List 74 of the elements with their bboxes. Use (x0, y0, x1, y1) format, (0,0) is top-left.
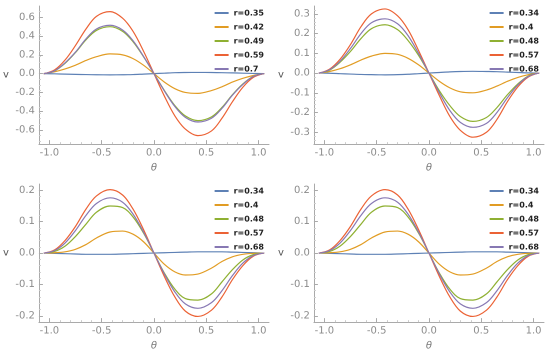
x-tick-label: -0.5 (92, 148, 112, 159)
line-series (318, 52, 540, 94)
y-tick-label: -0.2 (15, 310, 35, 322)
y-tick-label: 0.1 (294, 48, 310, 59)
x-axis-title: θ (426, 162, 432, 174)
y-tick-label: 0.2 (19, 184, 35, 196)
y-tick-label: 0.0 (19, 248, 35, 259)
y-tick-label: 0.1 (19, 216, 35, 228)
legend-label: r=0.48 (508, 36, 540, 46)
legend-label: r=0.68 (234, 242, 264, 252)
x-tick-label: 1.0 (250, 148, 266, 159)
y-tick-label: -0.2 (15, 86, 35, 98)
y-tick-label: -0.1 (15, 278, 35, 290)
x-tick-label: 1.0 (526, 148, 542, 159)
x-tick-label: -0.5 (366, 148, 386, 159)
x-axis-title: θ (150, 162, 158, 174)
y-axis-title: v (2, 248, 9, 259)
line-series (44, 11, 264, 136)
legend-label: r=0.34 (508, 8, 540, 18)
y-tick-label: 0.0 (19, 68, 35, 80)
legend-label: r=0.34 (234, 186, 264, 196)
x-tick-label: 0.5 (198, 326, 214, 337)
y-tick-label: -0.6 (15, 124, 35, 136)
x-tick-label: -1.0 (40, 326, 60, 337)
y-tick-label: 0.6 (19, 12, 35, 23)
y-axis-title: v (278, 70, 284, 81)
y-tick-label: 0.0 (294, 248, 310, 259)
legend-label: r=0.59 (234, 50, 264, 60)
x-tick-label: 0.0 (421, 148, 437, 159)
y-tick-label: 0.2 (294, 184, 310, 196)
legend-label: r=0.68 (508, 64, 540, 74)
x-tick-label: 0.0 (421, 326, 437, 337)
x-tick-label: -1.0 (314, 326, 334, 337)
x-tick-label: -1.0 (314, 148, 334, 159)
x-tick-label: 0.5 (473, 326, 490, 337)
legend-label: r=0.48 (234, 214, 264, 224)
y-tick-label: 0.4 (19, 30, 35, 42)
y-tick-label: -0.2 (290, 310, 310, 322)
legend-label: r=0.42 (234, 22, 264, 32)
y-axis-title: v (278, 248, 284, 259)
legend-label: r=0.57 (508, 50, 540, 60)
y-tick-label: -0.1 (290, 278, 310, 290)
legend-label: r=0.57 (234, 228, 264, 238)
legend-label: r=0.57 (508, 228, 540, 238)
legend-label: r=0.49 (234, 36, 264, 46)
legend-label: r=0.34 (508, 186, 540, 196)
legend-label: r=0.4 (508, 22, 534, 32)
x-tick-label: 1.0 (250, 326, 266, 337)
x-tick-label: 0.0 (146, 148, 162, 159)
legend-label: r=0.35 (234, 8, 264, 18)
x-axis-title: θ (150, 340, 158, 352)
y-axis-title: v (2, 70, 9, 81)
y-tick-label: 0.0 (294, 68, 310, 79)
y-tick-label: -0.3 (290, 126, 310, 138)
x-tick-label: 0.5 (473, 148, 490, 159)
legend-label: r=0.48 (508, 214, 540, 224)
legend-label: r=0.7 (234, 64, 258, 74)
x-tick-label: 0.5 (198, 148, 214, 159)
x-tick-label: 1.0 (526, 326, 542, 337)
y-tick-label: 0.2 (294, 28, 310, 40)
legend-label: r=0.4 (234, 200, 259, 210)
x-axis-title: θ (426, 340, 432, 352)
y-tick-label: -0.2 (290, 107, 310, 118)
x-tick-label: 0.0 (146, 326, 162, 337)
legend-label: r=0.4 (508, 200, 534, 210)
y-tick-label: 0.2 (19, 49, 35, 60)
y-tick-label: -0.1 (290, 87, 310, 98)
x-tick-label: -0.5 (92, 326, 112, 337)
y-tick-label: 0.3 (294, 8, 310, 20)
y-tick-label: -0.4 (15, 106, 35, 117)
x-tick-label: -0.5 (366, 326, 386, 337)
x-tick-label: -1.0 (40, 148, 60, 159)
legend-label: r=0.68 (508, 242, 540, 252)
y-tick-label: 0.1 (294, 216, 310, 228)
